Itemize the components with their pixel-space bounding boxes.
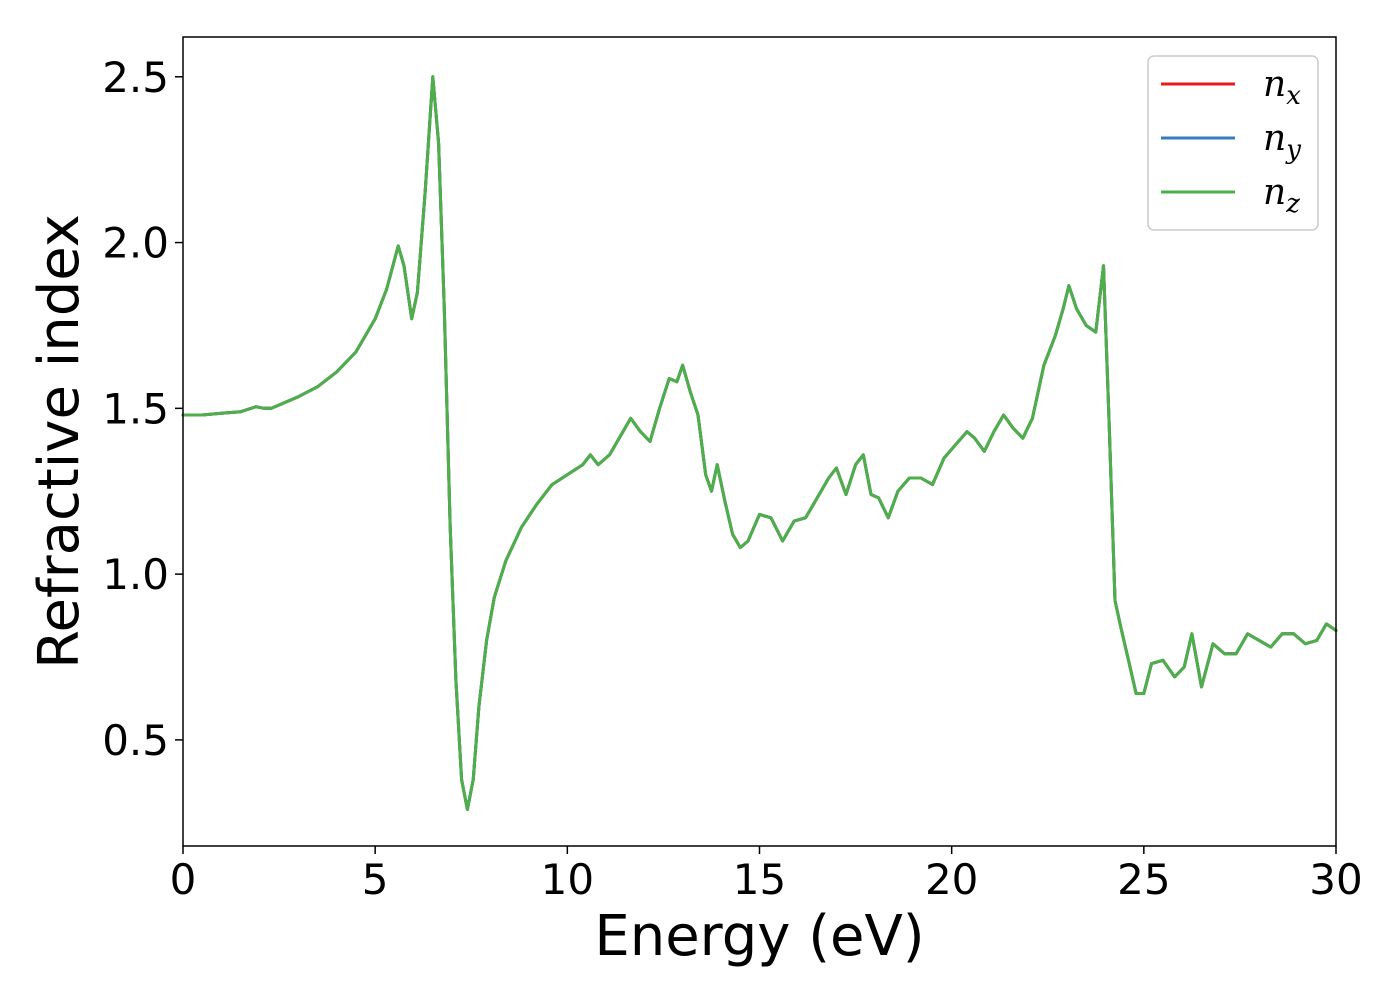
y-tick-label: 2.0 bbox=[102, 219, 169, 268]
y-tick-label: 1.5 bbox=[102, 384, 169, 433]
series-line-n-z bbox=[181, 75, 1338, 811]
x-axis-ticks: 0 5 10 15 20 25 30 bbox=[170, 846, 1363, 904]
x-tick-label: 30 bbox=[1309, 855, 1362, 904]
x-tick-label: 25 bbox=[1117, 855, 1170, 904]
y-tick-label: 1.0 bbox=[102, 550, 169, 599]
legend-box bbox=[1147, 55, 1319, 231]
x-axis-label: Energy (eV) bbox=[594, 904, 924, 969]
y-tick-label: 0.5 bbox=[102, 716, 169, 765]
legend-label: nx bbox=[1263, 64, 1301, 111]
legend-label: ny bbox=[1263, 118, 1301, 165]
legend-label: nz bbox=[1263, 172, 1300, 219]
x-tick-label: 15 bbox=[733, 855, 786, 904]
y-axis-ticks: 0.5 1.0 1.5 2.0 2.5 bbox=[102, 53, 183, 765]
x-tick-label: 0 bbox=[170, 855, 197, 904]
series-layer bbox=[181, 75, 1338, 811]
x-tick-label: 20 bbox=[925, 855, 978, 904]
y-tick-label: 2.5 bbox=[102, 53, 169, 102]
x-tick-label: 5 bbox=[362, 855, 389, 904]
legend: nx ny nz bbox=[1147, 55, 1319, 231]
x-tick-label: 10 bbox=[541, 855, 594, 904]
y-axis-label: Refractive index bbox=[27, 214, 92, 669]
